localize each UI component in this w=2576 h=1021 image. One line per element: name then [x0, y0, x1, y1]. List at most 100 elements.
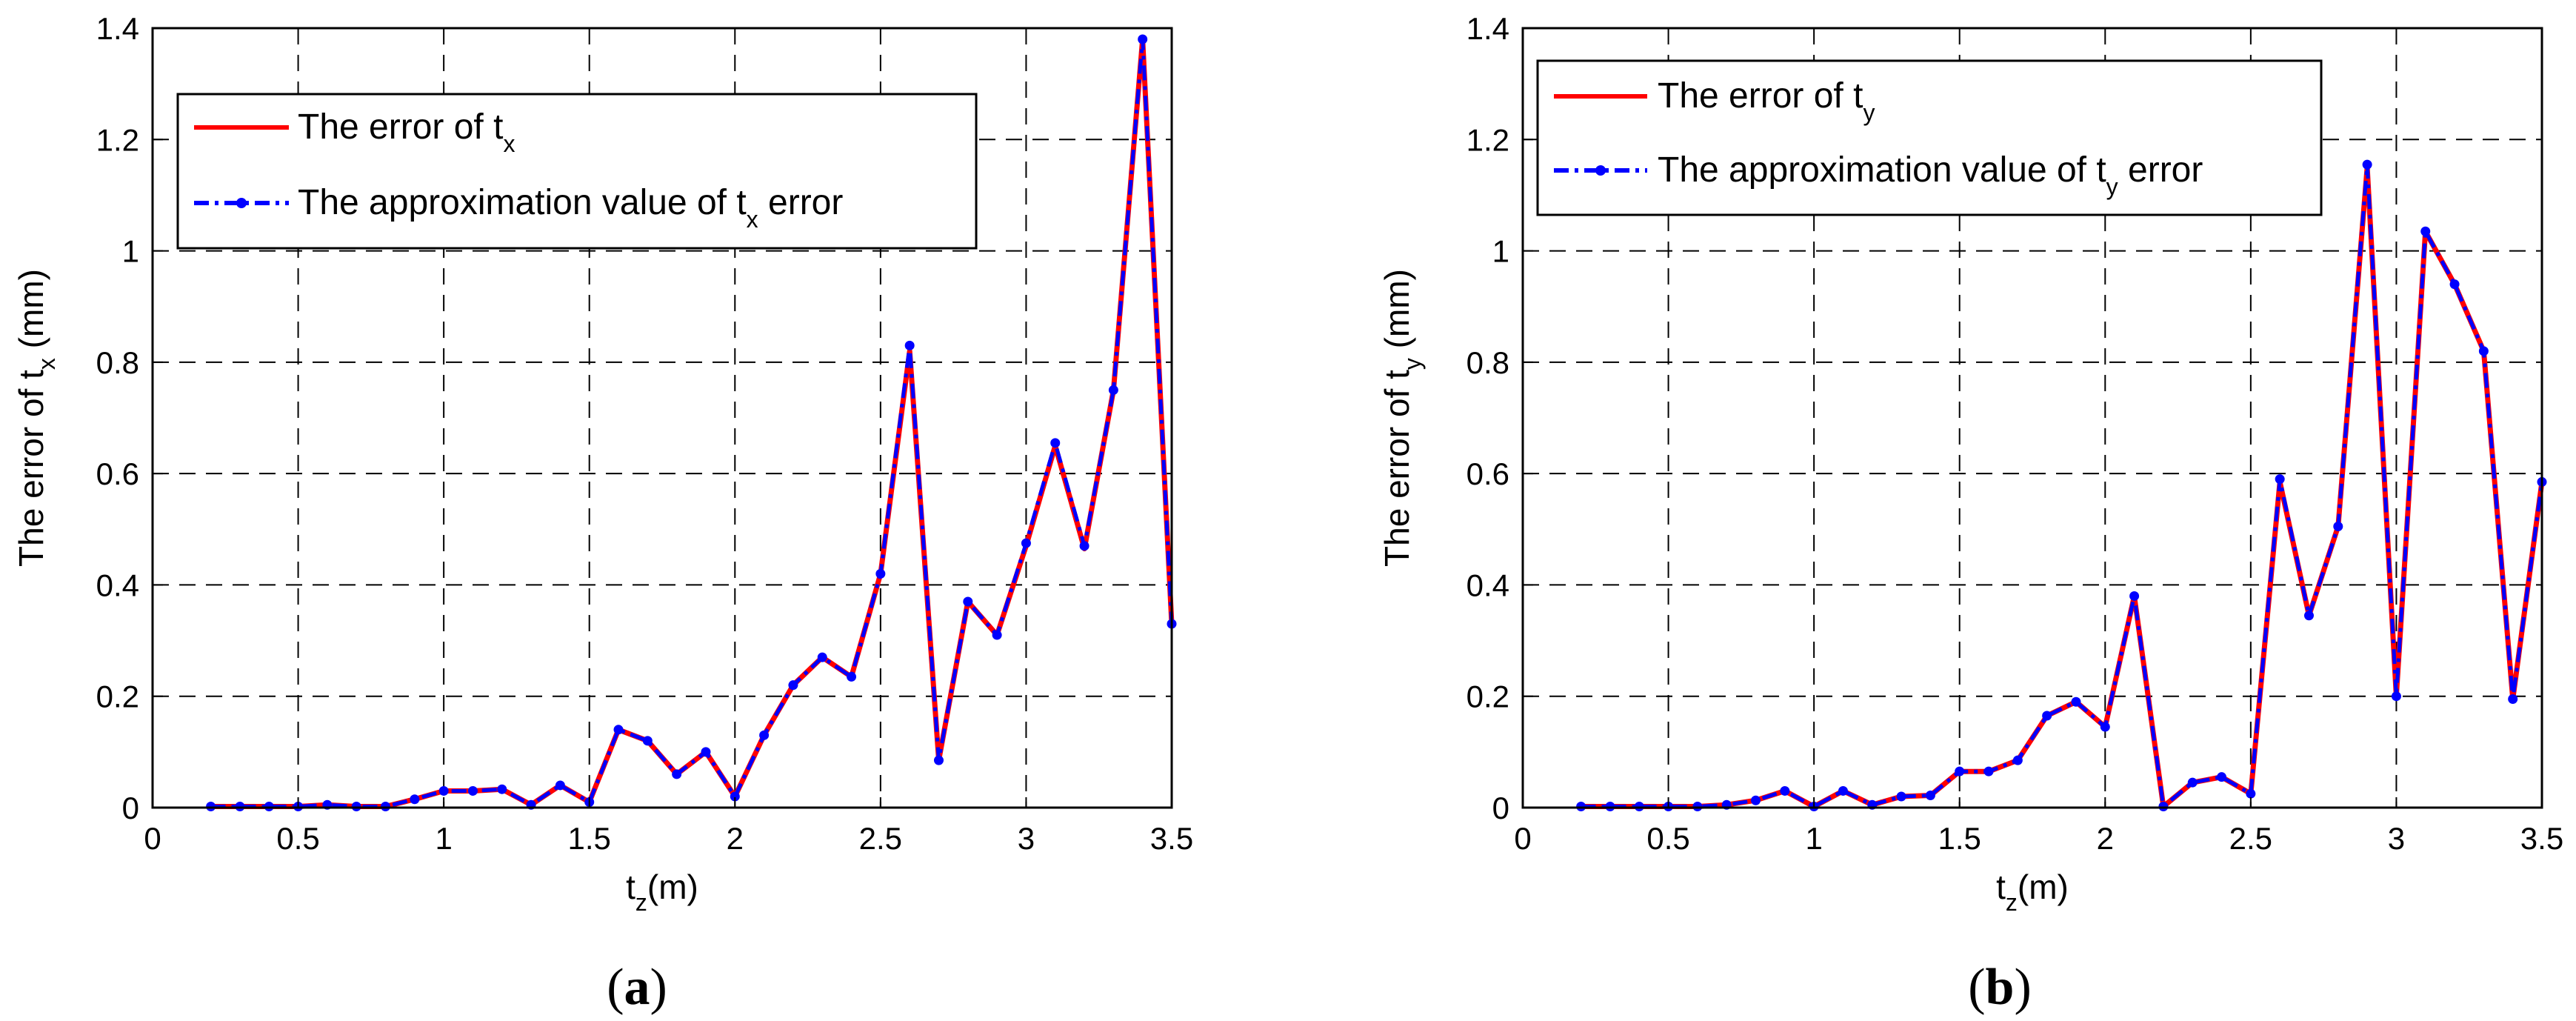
data-point [2012, 755, 2023, 765]
y-tick-label: 0.2 [96, 679, 139, 714]
legend-marker-series-2 [236, 198, 247, 208]
x-tick-label: 2 [2097, 821, 2114, 856]
data-point [410, 794, 420, 805]
y-tick-label: 1 [122, 234, 139, 269]
data-point [2449, 279, 2460, 290]
y-tick-label: 0 [1492, 791, 1509, 825]
grid-lines [1523, 28, 2542, 808]
tick-labels: 0 0.5 1 1.5 2 2.5 3 3.5 0 0.2 0.4 0.6 0.8 1 1.2 1.4 [96, 11, 1194, 856]
data-point [497, 784, 507, 794]
y-tick-label: 0 [122, 791, 139, 825]
data-point [904, 340, 915, 350]
plot-frame [151, 27, 1173, 809]
y-tick-label: 0.8 [1466, 345, 1509, 380]
data-point [2129, 591, 2140, 601]
x-tick-label: 1.5 [568, 821, 611, 856]
y-tick-label: 0.6 [96, 456, 139, 491]
data-point [1634, 801, 1644, 811]
data-point [1751, 795, 1761, 805]
x-tick-label: 3.5 [1150, 821, 1193, 856]
data-point [672, 769, 682, 779]
data-point [1021, 538, 1031, 548]
data-point [788, 680, 798, 691]
data-point [2042, 711, 2052, 721]
x-axis-label: tz(m) [626, 868, 698, 916]
legend-box [1536, 59, 2323, 216]
data-point [555, 780, 565, 791]
x-tick-label: 0.5 [1646, 821, 1689, 856]
data-point [759, 730, 770, 740]
data-point [1896, 791, 1906, 802]
data-point [2362, 159, 2372, 170]
legend-box [176, 93, 978, 250]
x-tick-label: 1.5 [1938, 821, 1981, 856]
data-point [206, 801, 216, 811]
legend-label-series-2: The approximation value of tx error [298, 183, 843, 233]
y-tick-label: 1.2 [96, 122, 139, 157]
legend-label-series-1: The error of ty [1658, 76, 1875, 126]
legend-label-series-1: The error of tx [298, 107, 515, 157]
data-point [351, 801, 361, 811]
data-point [2187, 777, 2198, 788]
data-point [992, 630, 1002, 640]
data-point [1605, 801, 1615, 811]
x-tick-label: 3.5 [2520, 821, 2563, 856]
panel-caption-a: (a) [607, 959, 667, 1016]
y-tick-label: 0.4 [1466, 568, 1509, 602]
y-tick-label: 1.4 [1466, 11, 1509, 46]
data-point [730, 791, 740, 802]
chart-panel-b: 0 0.5 1 1.5 2 2.5 3 3.5 0 0.2 0.4 0.6 0.8 1 1.2 1.4 The… [1378, 11, 2563, 1016]
data-point [2508, 694, 2518, 704]
data-point [2246, 788, 2256, 799]
data-point [1576, 801, 1586, 811]
y-tick-label: 0.8 [96, 345, 139, 380]
data-point [2420, 226, 2431, 236]
data-point [2158, 801, 2169, 811]
y-tick-label: 0.4 [96, 568, 139, 602]
x-tick-label: 1 [1805, 821, 1822, 856]
x-tick-label: 0 [144, 821, 161, 856]
grid-lines [153, 28, 1172, 808]
data-point [701, 747, 711, 757]
data-point [1692, 801, 1703, 811]
y-tick-label: 0.6 [1466, 456, 1509, 491]
data-point [264, 801, 274, 811]
data-point [2478, 346, 2489, 356]
x-tick-label: 0.5 [276, 821, 319, 856]
x-tick-label: 2 [727, 821, 744, 856]
y-tick-label: 1.4 [96, 11, 139, 46]
data-point [1108, 385, 1118, 395]
data-point [817, 652, 827, 662]
data-point [467, 785, 478, 796]
data-point [381, 801, 391, 811]
x-tick-label: 3 [2388, 821, 2405, 856]
data-point [1138, 34, 1148, 44]
y-axis-label: The error of tx (mm) [12, 269, 60, 567]
data-point [1780, 785, 1790, 796]
chart-panel-a: 0 0.5 1 1.5 2 2.5 3 3.5 0 0.2 0.4 0.6 0.8 1 1.2 1.4 The… [12, 11, 1193, 1016]
plot-frame [1521, 27, 2543, 809]
legend-label-series-2: The approximation value of ty error [1658, 150, 2203, 200]
data-point [963, 596, 973, 607]
x-tick-label: 3 [1018, 821, 1035, 856]
data-point [1079, 541, 1090, 551]
panel-caption-b: (b) [1968, 959, 2032, 1016]
data-point [2100, 722, 2110, 732]
x-tick-label: 0 [1514, 821, 1531, 856]
data-point [875, 568, 886, 579]
y-tick-label: 1 [1492, 234, 1509, 269]
data-point [933, 755, 944, 765]
data-point [1925, 790, 1935, 800]
data-point [642, 736, 653, 746]
y-tick-label: 1.2 [1466, 122, 1509, 157]
legend-marker-series-2 [1595, 165, 1606, 176]
data-point [438, 785, 449, 796]
data-point [847, 671, 857, 682]
legend: The error of tx The approximation value … [176, 93, 978, 250]
series-lines [1576, 159, 2547, 811]
data-point [2071, 696, 2081, 707]
data-point [2333, 522, 2343, 532]
x-tick-label: 2.5 [2229, 821, 2272, 856]
x-tick-label: 2.5 [859, 821, 902, 856]
